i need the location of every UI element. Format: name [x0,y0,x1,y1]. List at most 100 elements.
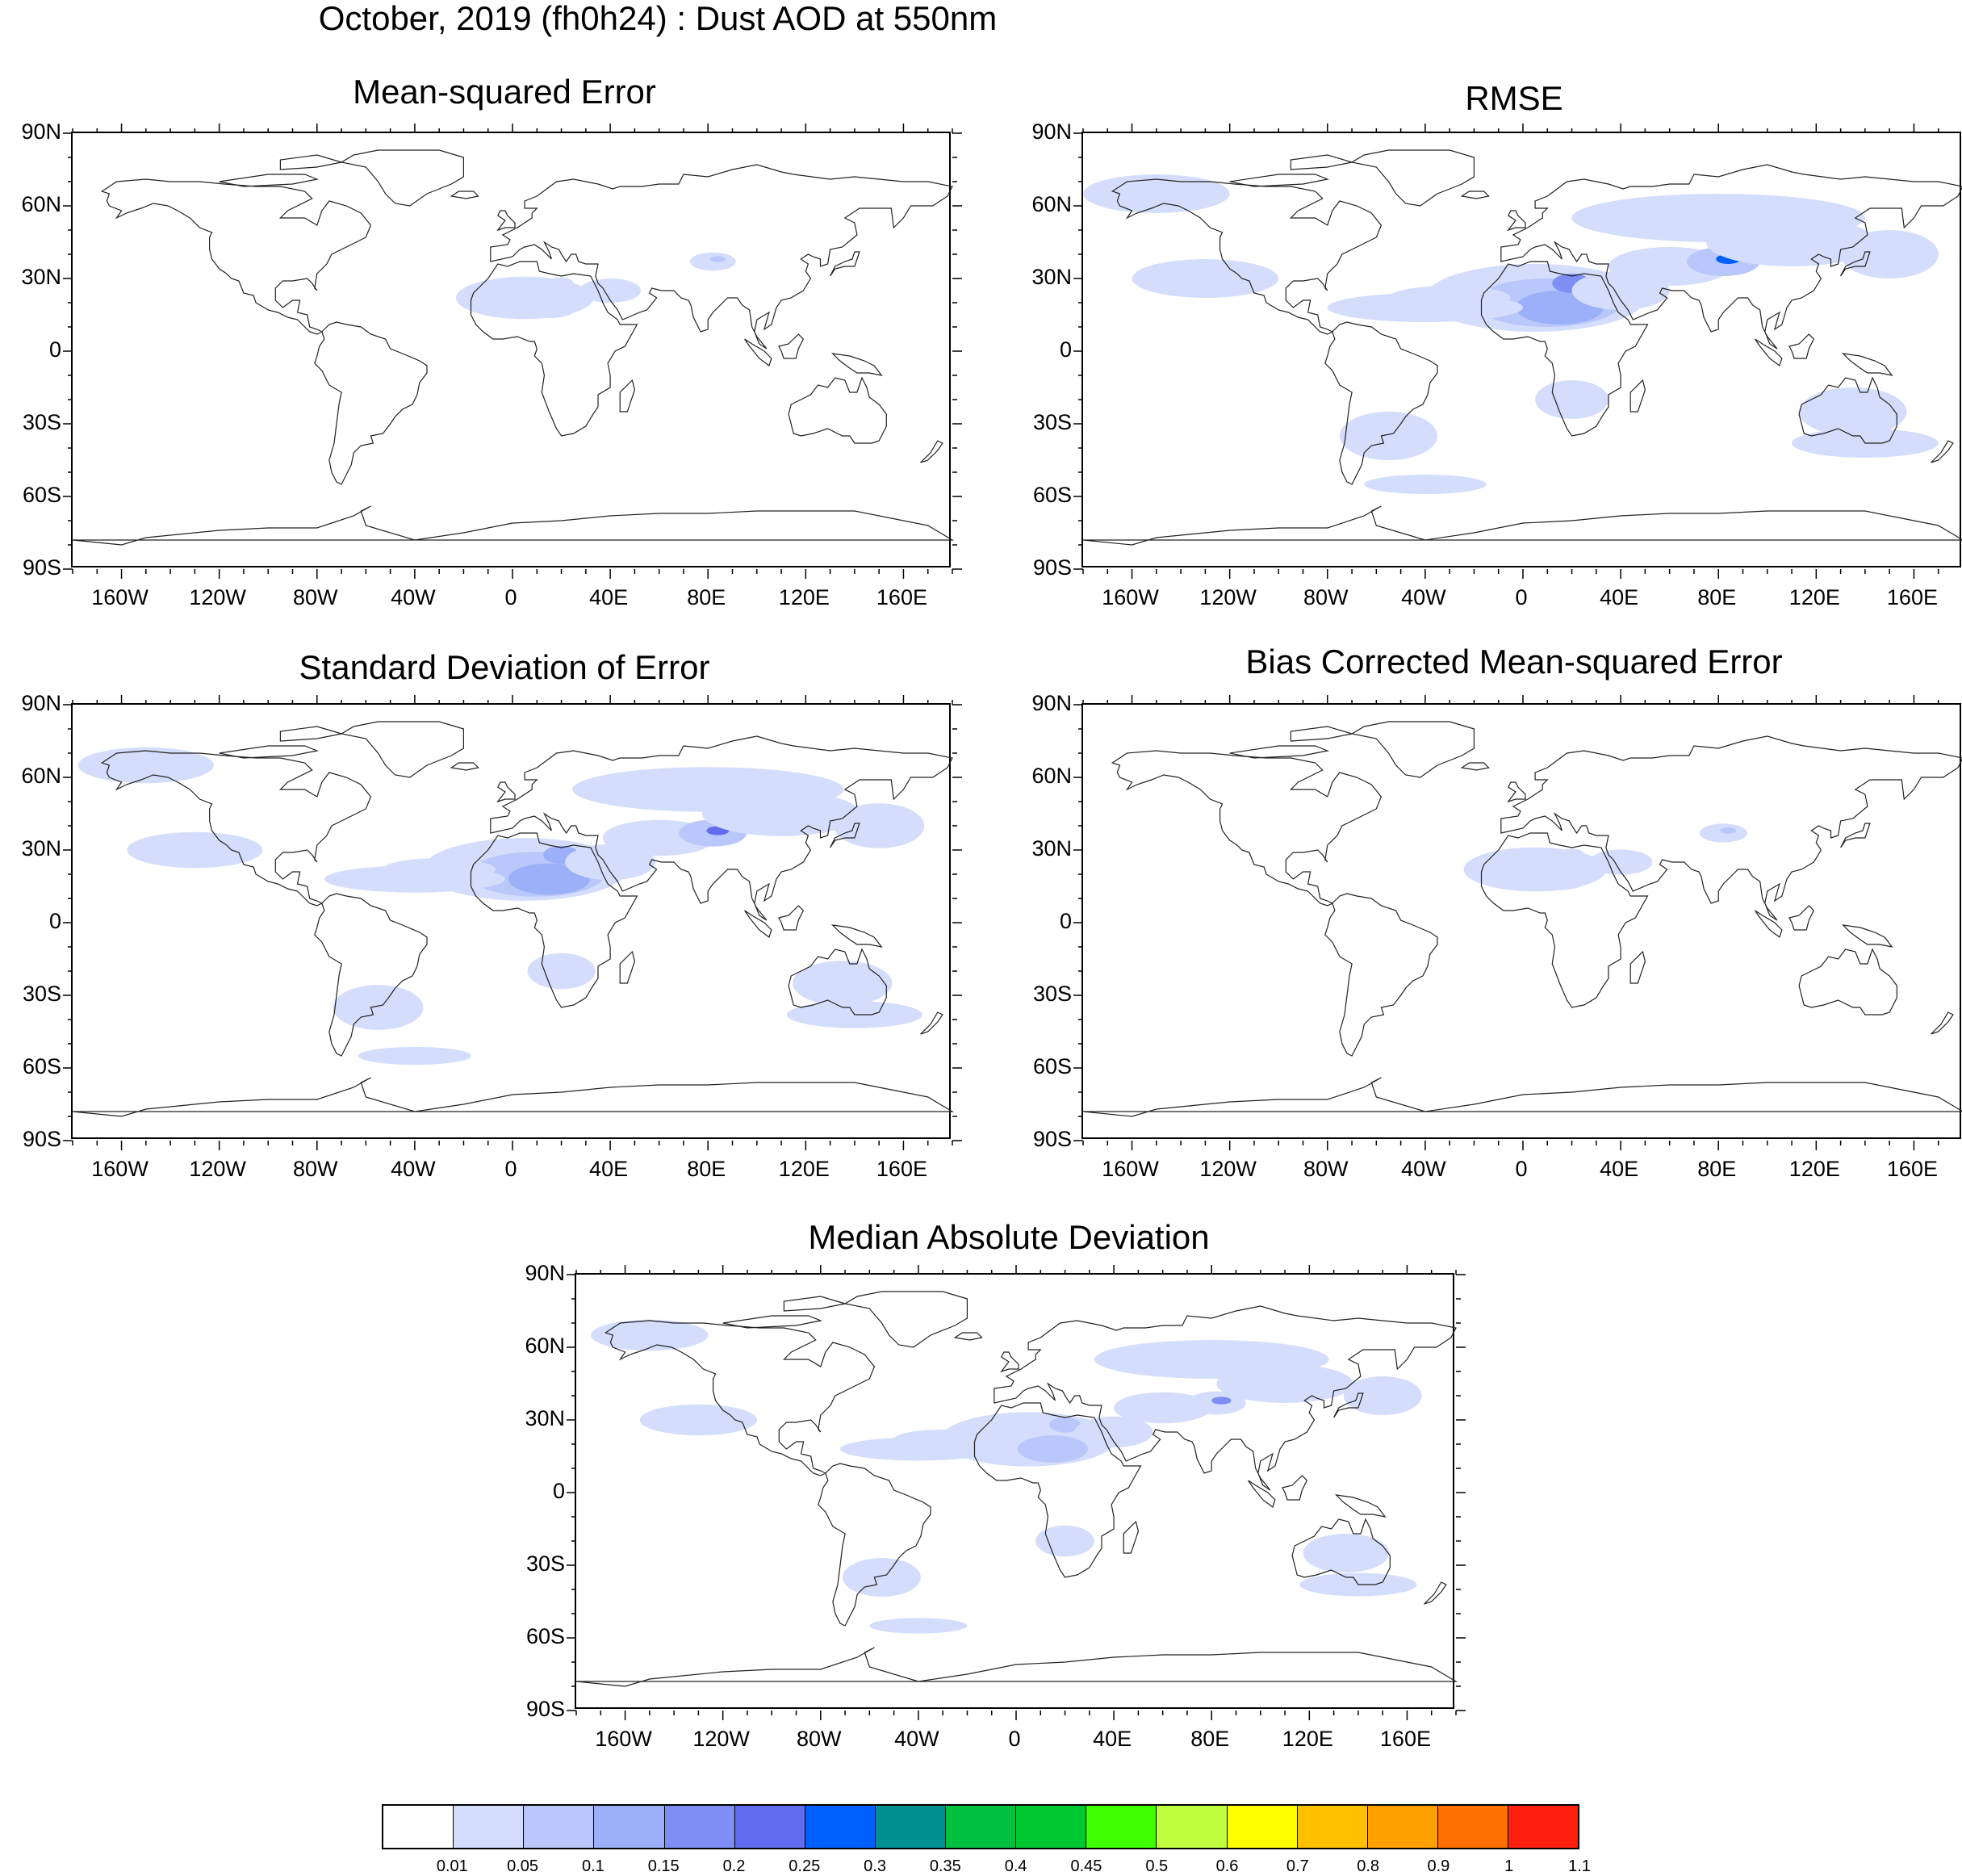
lat-label: 30N [525,1406,565,1430]
coastline [953,1332,983,1341]
coastline [575,1647,1458,1687]
lon-label: 0 [1515,585,1528,609]
dust-contour [1049,1417,1081,1433]
lon-label: 80E [1190,1727,1230,1751]
map-svg-std [63,695,962,1150]
lat-label: 90S [1032,555,1072,580]
coastline [1334,1494,1387,1518]
coastline [1798,376,1897,444]
coastline [1480,261,1649,437]
dust-contour [1094,1340,1329,1379]
lat-label: 60S [1032,1054,1072,1078]
dust-contour [1343,1376,1422,1415]
coastline [818,1463,931,1627]
dust-contour [1535,380,1609,419]
coastline [219,745,319,759]
lat-label: 30S [22,982,61,1006]
lat-label: 30S [1032,410,1072,434]
map-svg-mse [63,124,962,579]
dust-contour [521,296,577,319]
panel-title-std: Standard Deviation of Error [299,648,710,686]
dust-field [1083,174,1939,494]
coastline [314,893,428,1057]
lon-label: 80E [1697,585,1737,609]
dust-field [1463,823,1747,892]
lon-label: 40E [589,1157,629,1181]
dust-contour [572,767,844,812]
map-panel-rmse [1073,124,1962,579]
coastline [1788,333,1815,359]
map-panel-mad [567,1265,1466,1720]
coastline [1840,823,1871,848]
map-panel-std [63,695,962,1150]
lon-label: 0 [1008,1727,1021,1751]
lon-label: 40E [1600,585,1639,609]
coastline [1082,505,1962,546]
lon-label: 0 [1515,1157,1528,1181]
panel-title-mad: Median Absolute Deviation [808,1218,1210,1256]
dust-contour [834,803,925,848]
lon-label: 40W [391,585,436,609]
lat-label: 60N [21,764,61,788]
lon-label: 40E [1600,1157,1639,1181]
lat-label: 60S [22,1054,61,1078]
lon-label: 120E [1788,1157,1840,1181]
lon-label: 80E [687,1157,726,1181]
dust-contour [1530,868,1588,890]
coastline [619,379,636,412]
coastline [1282,1475,1308,1501]
lat-label: 60N [1031,764,1072,788]
coastline [1931,1011,1954,1035]
colorbar-box [664,1806,735,1848]
coastline [788,948,887,1015]
dust-contour [869,1618,968,1634]
colorbar-label: 0.15 [647,1857,680,1875]
lon-label: 160W [1102,585,1159,609]
dust-contour [843,1558,921,1597]
coastline [1629,950,1646,984]
dust-contour [793,961,893,1006]
lon-label: 160E [1379,1727,1431,1751]
map-svg-bcmse [1073,695,1962,1150]
lon-label: 120W [1199,1157,1257,1181]
dust-contour [1364,475,1487,494]
lat-label: 90S [22,555,61,580]
dust-contour [893,1430,992,1449]
colorbar-box [1227,1806,1298,1848]
lat-label: 60S [525,1624,565,1648]
colorbar-label: 0.8 [1357,1857,1380,1875]
coastline [1111,750,1383,907]
coastline [490,164,953,350]
dust-contour [579,278,641,303]
colorbar-label: 0.9 [1427,1857,1450,1875]
dust-contour [1211,1397,1232,1405]
lon-label: 40W [1401,1157,1446,1181]
dust-contour [1083,174,1230,213]
colorbar-box [1086,1806,1157,1848]
lon-label: 160E [876,585,927,609]
coastline [1248,1480,1276,1508]
colorbar [382,1804,1579,1849]
dust-contour [358,1046,471,1066]
coastline [450,191,479,199]
coastline [1629,379,1646,412]
colorbar-label: 0.1 [581,1857,604,1875]
lon-label: 120E [1282,1727,1333,1751]
map-panel-mse [63,124,962,579]
coastline [450,762,479,771]
lat-label: 90N [525,1261,565,1285]
coastline [778,905,805,931]
coastline [604,1320,876,1476]
lat-label: 90S [1032,1127,1072,1151]
coastline [1123,1520,1140,1554]
dust-contour [1303,1534,1390,1572]
map-svg-rmse [1073,124,1962,579]
coastline [1788,905,1815,931]
coastline [72,505,955,546]
coastline [496,210,516,232]
colorbar-label: 0.5 [1145,1857,1169,1875]
coastline [920,1011,943,1035]
lat-label: 60S [1032,483,1072,507]
colorbar-box [1508,1806,1579,1848]
lon-label: 80W [293,1157,338,1181]
